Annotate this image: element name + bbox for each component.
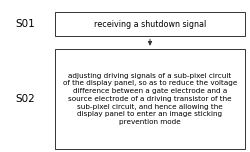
Text: adjusting driving signals of a sub-pixel circuit
of the display panel, so as to : adjusting driving signals of a sub-pixel…: [63, 73, 237, 125]
Text: S01: S01: [15, 19, 35, 29]
Text: receiving a shutdown signal: receiving a shutdown signal: [94, 20, 206, 29]
Text: S02: S02: [15, 94, 35, 104]
Bar: [55, 49, 245, 149]
Bar: [55, 12, 245, 36]
